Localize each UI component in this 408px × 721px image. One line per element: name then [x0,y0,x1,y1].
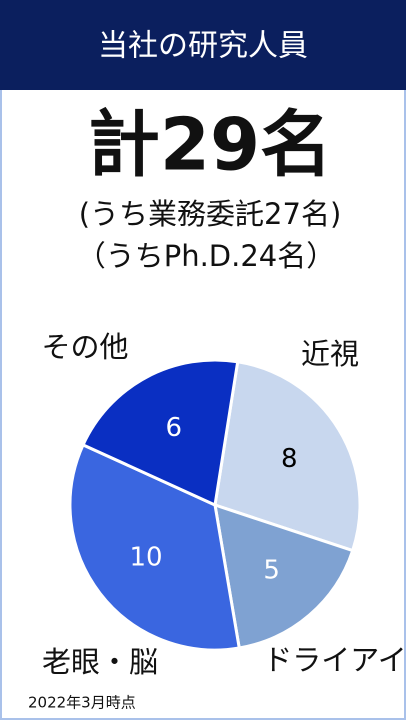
pie-slice [68,442,241,652]
category-label: 近視 [301,337,359,371]
subtitle: (うち業務委託27名) [79,197,342,231]
value-label: 6 [166,413,183,443]
value-label: 5 [263,556,280,586]
value-label: 8 [281,444,298,474]
header [0,0,406,90]
note: 2022年3月時点 [28,694,136,712]
pie-slice [213,502,355,650]
category-label: その他 [41,330,128,364]
chart-title: 当社の研究人員 [98,29,308,64]
pie-slice [81,358,240,508]
value-label: 10 [129,543,162,573]
pie-slice [213,360,362,553]
headline: 計29名 [88,103,332,187]
subtitle: （うちPh.D.24名） [77,239,336,273]
category-label: 老眼・脳 [42,645,158,679]
category-label: ドライアイ [263,643,407,677]
